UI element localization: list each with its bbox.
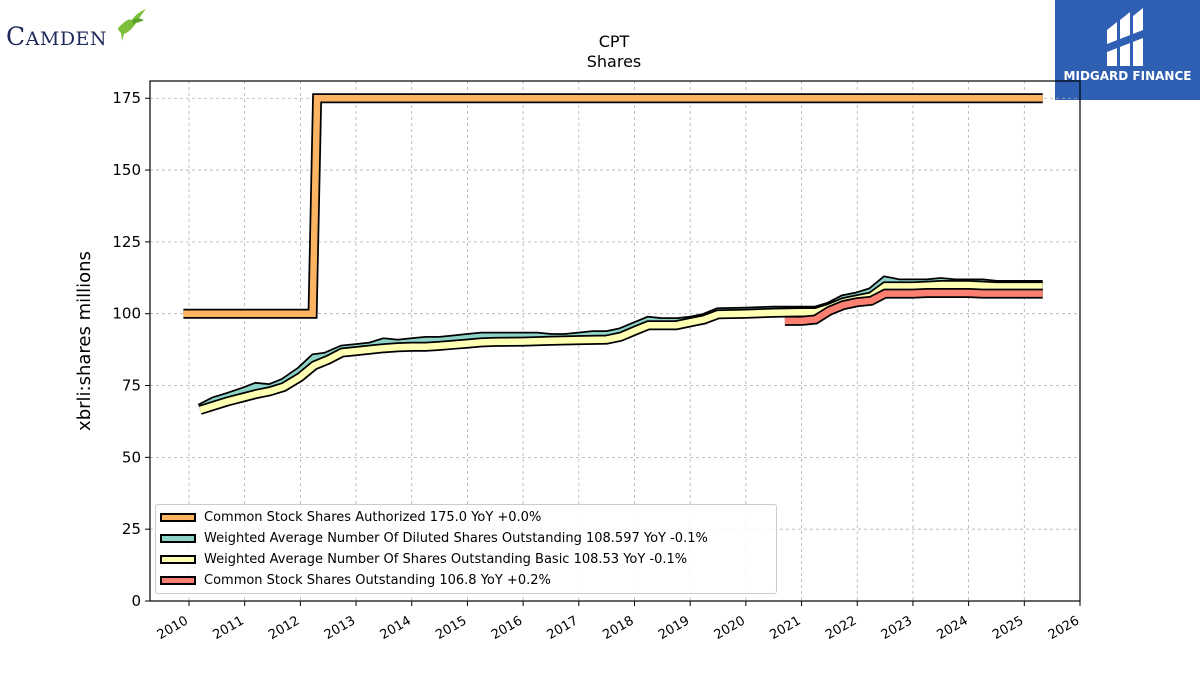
x-tick-label: 2018 [600,613,636,643]
y-tick-label: 125 [112,233,141,251]
y-tick-label: 25 [122,520,141,538]
x-tick-label: 2015 [433,613,469,643]
series-line [784,288,1043,326]
x-tick-label: 2025 [990,613,1026,643]
series-line [197,275,1043,413]
legend-swatch [160,512,196,522]
midgard-finance-logo: MIDGARD FINANCE [1055,0,1200,100]
series-outline [198,280,1043,415]
hummingbird-icon [118,9,146,41]
y-tick-label: 50 [122,448,141,466]
legend-item: Weighted Average Number Of Diluted Share… [160,529,708,547]
x-tick-label: 2020 [712,613,748,643]
y-tick-label: 150 [112,161,141,179]
legend-item: Common Stock Shares Outstanding 106.8 Yo… [160,571,551,589]
x-tick-label: 2010 [155,613,191,643]
legend-label: Common Stock Shares Outstanding 106.8 Yo… [204,572,551,588]
midgard-mark-icon [1107,8,1143,66]
series-fill [199,281,1043,414]
legend-swatch [160,575,196,585]
midgard-wordmark: MIDGARD FINANCE [1063,69,1192,83]
series-layer [183,93,1043,415]
legend-swatch [160,533,196,543]
x-tick-label: 2013 [322,613,358,643]
x-tick-label: 2023 [879,613,915,643]
legend-item: Weighted Average Number Of Shares Outsta… [160,550,687,568]
x-tick-label: 2024 [934,613,970,643]
y-tick-label: 175 [112,89,141,107]
plot-frame [149,80,1081,602]
series-line [198,280,1043,415]
x-tick-label: 2012 [266,613,302,643]
legend-label: Weighted Average Number Of Diluted Share… [204,530,708,546]
y-tick-label: 0 [131,592,141,610]
x-tick-label: 2016 [489,613,525,643]
x-tick-label: 2026 [1046,613,1082,643]
x-tick-label: 2022 [823,613,859,643]
x-tick-label: 2019 [656,613,692,643]
series-fill [198,277,1043,412]
series-fill [784,289,1043,325]
series-line [183,93,1043,319]
x-tick-label: 2017 [545,613,581,643]
x-tick-label: 2021 [767,613,803,643]
x-tick-label: 2011 [211,613,247,643]
legend-swatch [160,554,196,564]
camden-wordmark: CAMDEN [6,22,108,51]
y-tick-label: 100 [112,305,141,323]
legend-label: Common Stock Shares Authorized 175.0 YoY… [204,509,542,525]
legend-item: Common Stock Shares Authorized 175.0 YoY… [160,508,541,526]
y-tick-label: 75 [122,377,141,395]
series-fill [183,94,1043,317]
chart-legend: Common Stock Shares Authorized 175.0 YoY… [155,504,777,594]
camden-logo: CAMDEN [6,8,146,52]
chart-title: CPT [599,32,630,51]
series-outline [197,275,1043,413]
legend-label: Weighted Average Number Of Shares Outsta… [204,551,688,567]
x-tick-label: 2014 [378,613,414,643]
y-axis-label: xbrli:shares millions [74,251,95,431]
chart-subtitle: Shares [587,52,642,71]
